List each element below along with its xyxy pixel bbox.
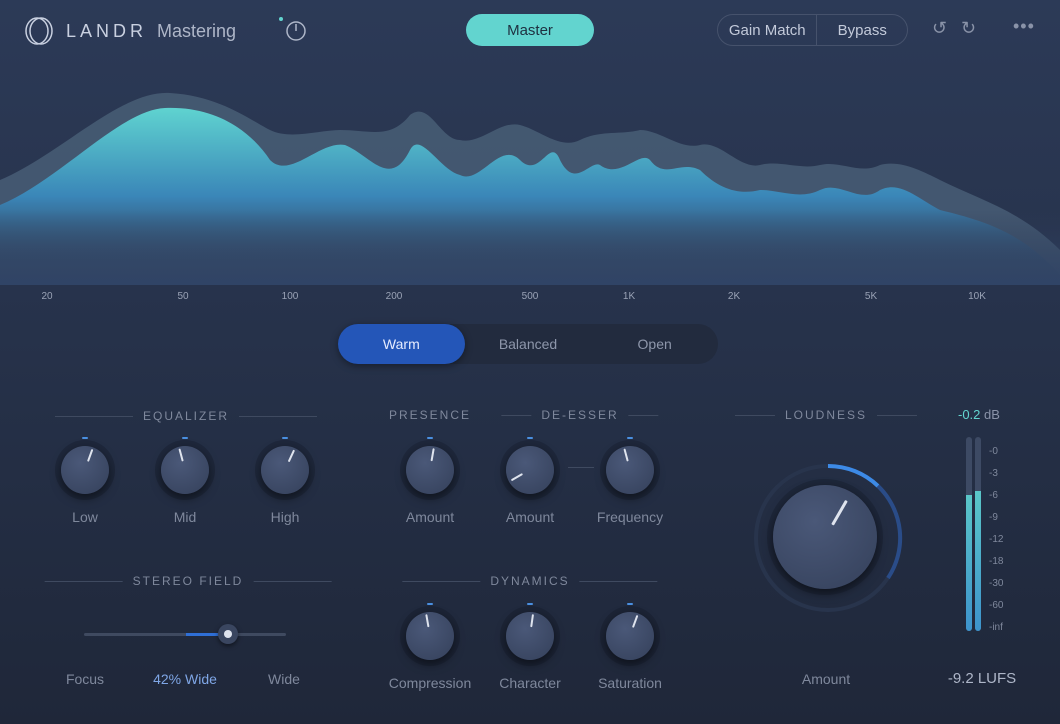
presence-amount-label: Amount <box>405 509 455 525</box>
equalizer-heading: EQUALIZER <box>54 409 318 423</box>
knob-pointer <box>510 473 524 482</box>
knob-pointer <box>631 615 639 629</box>
freq-label: 100 <box>281 291 299 302</box>
eq-high-knob[interactable] <box>261 446 309 494</box>
knob-pointer <box>425 614 430 628</box>
freq-label: 500 <box>521 291 539 302</box>
reference-knob-icon[interactable] <box>278 16 310 44</box>
brand-name: LANDR <box>66 20 148 41</box>
redo-icon[interactable]: ↻ <box>961 18 977 38</box>
presence-heading: PRESENCE <box>388 408 472 422</box>
deesser-link-line <box>568 467 594 468</box>
deesser-frequency-knob[interactable] <box>606 446 654 494</box>
deesser-frequency-label: Frequency <box>596 509 664 525</box>
knob-value-tick <box>527 603 533 605</box>
meter-scale-label: -6 <box>989 490 998 501</box>
eq-high-label: High <box>270 509 300 525</box>
product-name: Mastering <box>157 20 237 41</box>
knob-value-tick <box>427 437 433 439</box>
eq-low-label: Low <box>72 509 98 525</box>
freq-label: 50 <box>177 291 189 302</box>
knob-pointer <box>623 448 629 463</box>
spectrum-display <box>0 92 1060 285</box>
loudness-knob[interactable] <box>773 485 877 589</box>
deesser-amount-label: Amount <box>505 509 555 525</box>
deesser-heading: DE-ESSER <box>501 408 659 422</box>
deesser-amount-knob[interactable] <box>506 446 554 494</box>
knob-pointer <box>178 448 184 463</box>
meter-right <box>975 437 981 631</box>
knob-pointer <box>287 449 296 463</box>
compression-label: Compression <box>388 675 472 691</box>
meter-scale-label: -30 <box>989 578 1004 589</box>
freq-label: 5K <box>864 291 878 302</box>
eq-mid-knob[interactable] <box>161 446 209 494</box>
knob-pointer <box>430 448 435 462</box>
stereo-value: 42% Wide <box>153 671 217 687</box>
loudness-heading: LOUDNESS <box>734 408 918 422</box>
character-label: Character <box>499 675 561 691</box>
saturation-knob[interactable] <box>606 612 654 660</box>
freq-label: 200 <box>385 291 403 302</box>
knob-value-tick <box>427 603 433 605</box>
knob-pointer <box>831 499 848 526</box>
knob-value-tick <box>627 603 633 605</box>
stereo-field-thumb[interactable] <box>218 624 238 644</box>
freq-label: 2K <box>727 291 741 302</box>
meter-scale-label: -inf <box>989 622 1003 633</box>
undo-icon[interactable]: ↺ <box>932 18 948 38</box>
character-knob[interactable] <box>506 612 554 660</box>
style-warm[interactable]: Warm <box>338 324 465 364</box>
eq-mid-label: Mid <box>173 509 197 525</box>
freq-label: 10K <box>968 291 986 302</box>
logo-rings-icon <box>25 17 53 45</box>
bypass-button[interactable]: Bypass <box>837 21 887 39</box>
freq-label: 20 <box>41 291 53 302</box>
knob-value-tick <box>182 437 188 439</box>
knob-pointer <box>86 449 94 463</box>
peak-readout: -0.2 dB <box>958 407 1000 422</box>
meter-scale-label: -18 <box>989 556 1004 567</box>
style-open[interactable]: Open <box>637 336 672 352</box>
style-selector: Warm Balanced Open <box>338 324 718 364</box>
stereo-wide-label: Wide <box>268 671 300 687</box>
knob-value-tick <box>82 437 88 439</box>
meter-scale-label: -12 <box>989 534 1004 545</box>
knob-value-tick <box>527 437 533 439</box>
meter-scale-label: -9 <box>989 512 998 523</box>
gain-bypass-group: Gain Match Bypass <box>717 14 908 46</box>
meter-scale-label: -0 <box>989 446 998 457</box>
master-button[interactable]: Master <box>466 14 594 46</box>
stereo-field-slider[interactable] <box>84 624 286 644</box>
stereo-focus-label: Focus <box>65 671 105 687</box>
freq-label: 1K <box>622 291 636 302</box>
compression-knob[interactable] <box>406 612 454 660</box>
dynamics-heading: DYNAMICS <box>402 574 658 588</box>
knob-value-tick <box>282 437 288 439</box>
gain-match-button[interactable]: Gain Match <box>718 15 818 45</box>
loudness-amount-label: Amount <box>801 671 851 687</box>
eq-low-knob[interactable] <box>61 446 109 494</box>
saturation-label: Saturation <box>598 675 662 691</box>
more-icon[interactable]: ••• <box>1013 16 1035 36</box>
knob-value-tick <box>627 437 633 439</box>
presence-amount-knob[interactable] <box>406 446 454 494</box>
meter-left <box>966 437 972 631</box>
meter-scale-label: -60 <box>989 600 1004 611</box>
lufs-readout: -9.2 LUFS <box>947 670 1017 687</box>
style-balanced[interactable]: Balanced <box>498 336 558 352</box>
knob-pointer <box>530 614 534 628</box>
stereo-field-heading: STEREO FIELD <box>44 574 332 588</box>
logo: LANDR Mastering <box>24 16 236 46</box>
loudness-arc <box>754 463 903 612</box>
meter-scale-label: -3 <box>989 468 998 479</box>
